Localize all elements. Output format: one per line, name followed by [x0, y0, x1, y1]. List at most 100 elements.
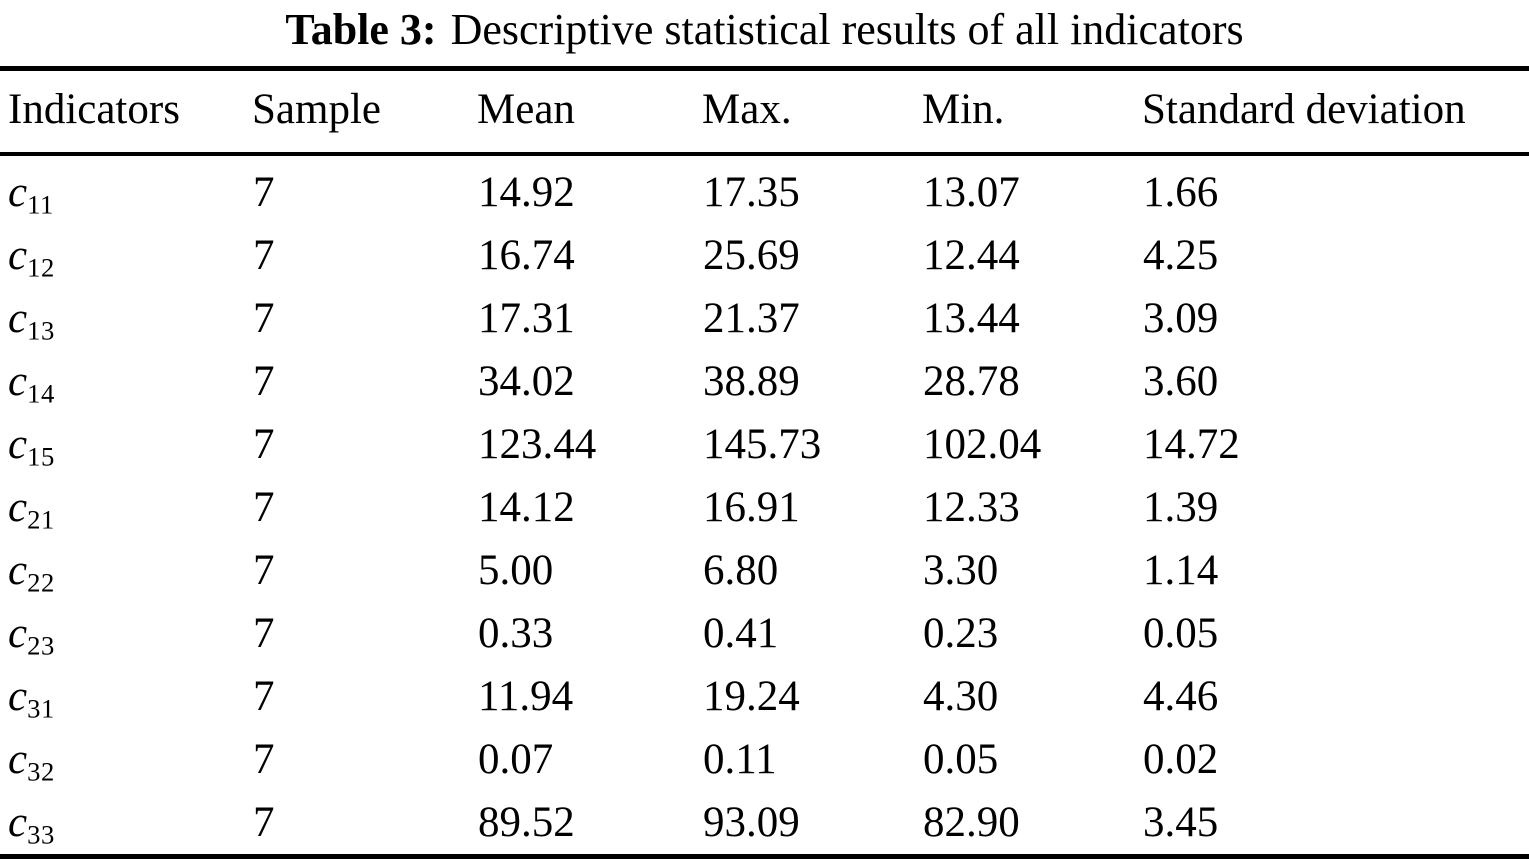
table-caption-label: Table 3:	[285, 5, 437, 54]
cell-max: 19.24	[703, 673, 800, 720]
cell-indicator: c31	[0, 665, 252, 728]
cell-max: 21.37	[703, 295, 800, 342]
cell-max: 145.73	[703, 421, 822, 468]
cell-mean: 34.02	[478, 358, 575, 405]
cell-sample: 7	[253, 547, 275, 594]
cell-sample: 7	[253, 358, 275, 405]
table-row: c13 7 17.31 21.37 13.44 3.09	[0, 287, 1529, 350]
table-caption-text: Descriptive statistical results of all i…	[450, 5, 1244, 54]
cell-mean: 89.52	[478, 799, 575, 846]
cell-max: 25.69	[703, 232, 800, 279]
header-sample: Sample	[252, 68, 477, 156]
cell-sample: 7	[253, 736, 275, 783]
cell-mean: 123.44	[478, 421, 597, 468]
cell-indicator: c32	[0, 728, 252, 791]
cell-std-deviation: 3.09	[1143, 295, 1219, 342]
cell-sample: 7	[253, 484, 275, 531]
table-header-row: Indicators Sample Mean Max. Min. Standar…	[0, 68, 1529, 156]
cell-std-deviation: 4.25	[1143, 232, 1219, 279]
table-row: c22 7 5.00 6.80 3.30 1.14	[0, 539, 1529, 602]
indicator-symbol: c31	[8, 673, 55, 724]
cell-mean: 0.33	[478, 610, 554, 657]
cell-mean: 14.92	[478, 169, 575, 216]
cell-indicator: c23	[0, 602, 252, 665]
header-indicators: Indicators	[0, 68, 252, 156]
header-mean: Mean	[477, 68, 702, 156]
cell-min: 13.07	[923, 169, 1020, 216]
cell-mean: 0.07	[478, 736, 554, 783]
indicator-symbol: c11	[8, 169, 54, 220]
cell-mean: 16.74	[478, 232, 575, 279]
cell-min: 3.30	[923, 547, 999, 594]
table-row: c31 7 11.94 19.24 4.30 4.46	[0, 665, 1529, 728]
indicator-symbol: c12	[8, 232, 55, 283]
cell-max: 0.11	[703, 736, 777, 783]
cell-sample: 7	[253, 295, 275, 342]
header-std-deviation: Standard deviation	[1142, 68, 1529, 156]
indicator-symbol: c14	[8, 358, 55, 409]
cell-sample: 7	[253, 421, 275, 468]
cell-std-deviation: 0.02	[1143, 736, 1219, 783]
cell-indicator: c13	[0, 287, 252, 350]
cell-max: 17.35	[703, 169, 800, 216]
cell-std-deviation: 0.05	[1143, 610, 1219, 657]
cell-mean: 5.00	[478, 547, 554, 594]
cell-min: 102.04	[923, 421, 1042, 468]
indicator-symbol: c22	[8, 547, 55, 598]
cell-mean: 14.12	[478, 484, 575, 531]
cell-min: 28.78	[923, 358, 1020, 405]
cell-indicator: c14	[0, 350, 252, 413]
indicator-symbol: c21	[8, 484, 55, 535]
table-body: c11 7 14.92 17.35 13.07 1.66 c12 7 16.74 25.69 12.…	[0, 154, 1529, 857]
table-caption: Table 3: Descriptive statistical results …	[0, 0, 1529, 66]
table-row: c21 7 14.12 16.91 12.33 1.39	[0, 476, 1529, 539]
cell-min: 12.44	[923, 232, 1020, 279]
indicator-symbol: c23	[8, 610, 55, 661]
cell-min: 0.23	[923, 610, 999, 657]
table-row: c15 7 123.44 145.73 102.04 14.72	[0, 413, 1529, 476]
cell-max: 93.09	[703, 799, 800, 846]
cell-min: 4.30	[923, 673, 999, 720]
cell-min: 13.44	[923, 295, 1020, 342]
table-row: c12 7 16.74 25.69 12.44 4.25	[0, 224, 1529, 287]
header-min: Min.	[922, 68, 1142, 156]
cell-sample: 7	[253, 232, 275, 279]
cell-std-deviation: 3.45	[1143, 799, 1219, 846]
indicator-symbol: c15	[8, 421, 55, 472]
cell-max: 16.91	[703, 484, 800, 531]
indicator-symbol: c33	[8, 799, 55, 850]
descriptive-statistics-table: Indicators Sample Mean Max. Min. Standar…	[0, 66, 1529, 859]
table-row: c14 7 34.02 38.89 28.78 3.60	[0, 350, 1529, 413]
cell-sample: 7	[253, 169, 275, 216]
cell-std-deviation: 1.39	[1143, 484, 1219, 531]
cell-std-deviation: 1.14	[1143, 547, 1219, 594]
cell-indicator: c15	[0, 413, 252, 476]
indicator-symbol: c13	[8, 295, 55, 346]
cell-min: 0.05	[923, 736, 999, 783]
table-header: Indicators Sample Mean Max. Min. Standar…	[0, 68, 1529, 156]
cell-std-deviation: 4.46	[1143, 673, 1219, 720]
cell-max: 38.89	[703, 358, 800, 405]
table-row: c23 7 0.33 0.41 0.23 0.05	[0, 602, 1529, 665]
cell-indicator: c22	[0, 539, 252, 602]
cell-indicator: c33	[0, 791, 252, 857]
table-row: c32 7 0.07 0.11 0.05 0.02	[0, 728, 1529, 791]
cell-indicator: c11	[0, 154, 252, 224]
cell-mean: 11.94	[478, 673, 574, 720]
cell-indicator: c21	[0, 476, 252, 539]
table-row: c33 7 89.52 93.09 82.90 3.45	[0, 791, 1529, 857]
cell-std-deviation: 3.60	[1143, 358, 1219, 405]
table-row: c11 7 14.92 17.35 13.07 1.66	[0, 154, 1529, 224]
cell-max: 0.41	[703, 610, 779, 657]
header-max: Max.	[702, 68, 922, 156]
indicator-symbol: c32	[8, 736, 55, 787]
cell-sample: 7	[253, 799, 275, 846]
cell-min: 82.90	[923, 799, 1020, 846]
cell-min: 12.33	[923, 484, 1020, 531]
cell-std-deviation: 1.66	[1143, 169, 1219, 216]
cell-std-deviation: 14.72	[1143, 421, 1240, 468]
cell-indicator: c12	[0, 224, 252, 287]
cell-sample: 7	[253, 673, 275, 720]
cell-sample: 7	[253, 610, 275, 657]
cell-mean: 17.31	[478, 295, 575, 342]
